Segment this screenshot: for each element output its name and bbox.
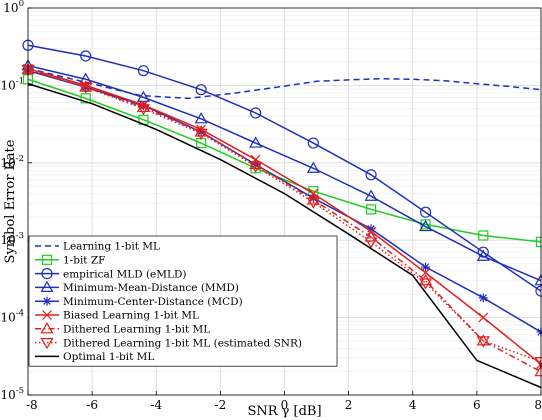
data-point [137,65,150,77]
legend-label: Learning 1-bit ML [63,241,160,253]
data-point [80,50,92,62]
data-point [421,262,431,272]
data-point [194,128,208,141]
data-point [366,224,376,234]
data-point [249,157,263,170]
data-point [419,206,432,218]
data-point [478,312,489,323]
data-point [364,230,378,242]
legend-entry: Dithered Learning 1-bit ML [35,322,210,336]
legend-box [28,235,338,367]
data-point [136,104,150,116]
series-line [27,68,542,373]
legend-entry: 1-bit ZF [35,255,105,267]
data-point [306,193,320,205]
data-point [249,161,263,174]
data-point [40,280,54,292]
series-line [27,69,542,333]
data-point [364,189,378,201]
data-point [307,137,319,149]
data-point [249,136,263,148]
data-point [42,310,52,320]
legend-label: empirical MLD (eMLD) [63,268,187,280]
series-layer [21,39,542,389]
legend-label: Dithered Learning 1-bit ML (estimated SN… [63,337,302,349]
legend-label: Optimal 1-bit ML [63,351,154,363]
data-point [79,82,93,94]
data-point [365,204,377,215]
x-tick-label: -8 [26,398,38,412]
data-point [478,293,488,303]
data-point [42,296,52,306]
x-tick-label: -2 [215,398,227,412]
series-line [27,64,542,282]
data-point [41,268,53,280]
x-tick-label: 2 [345,398,353,412]
series-line [27,67,542,100]
data-point [41,254,53,265]
data-point [476,249,490,261]
data-point [419,219,433,232]
series-line [27,44,542,292]
y-tick-label: 10-1 [0,76,24,92]
series-8 [27,83,542,389]
data-point [476,334,490,346]
data-point [40,322,54,334]
y-tick-label: 10-3 [0,231,24,247]
data-point [196,127,206,137]
y-tick-label: 100 [3,0,24,15]
x-tick-label: -4 [150,398,162,412]
data-point [419,273,433,286]
data-point [80,93,91,104]
x-tick-label: -6 [86,398,98,412]
legend-entry: Minimum-Center-Distance (MCD) [35,296,243,308]
legend-label: 1-bit ZF [63,255,105,267]
legend-label: Biased Learning 1-bit ML [63,310,199,322]
legend-label: Minimum-Center-Distance (MCD) [63,296,243,308]
data-point [40,338,54,350]
series-line [27,78,542,243]
legend-entry: Biased Learning 1-bit ML [35,310,199,322]
data-point [250,107,262,119]
legend-entry: empirical MLD (eMLD) [35,268,187,280]
data-point [306,197,320,209]
y-axis-title: Symbol Error Rate [3,139,18,263]
data-point [419,278,433,290]
legend-label: Minimum-Mean-Distance (MMD) [63,282,239,294]
legend-entry: Optimal 1-bit ML [35,351,154,363]
data-point [306,161,320,173]
legend-entry: Dithered Learning 1-bit ML (estimated SN… [35,337,302,349]
data-point [194,125,208,137]
data-point [477,246,489,258]
data-point [476,336,490,348]
data-point [195,84,207,96]
y-tick-label: 10-5 [0,386,24,402]
legend-entry: Minimum-Mean-Distance (MMD) [35,280,239,294]
data-point [364,237,378,249]
x-tick-label: 8 [534,398,542,412]
data-point [194,112,208,124]
x-axis-title: SNR γ [dB] [247,404,321,419]
x-tick-label: 6 [473,398,481,412]
series-line [27,67,542,365]
series-line [27,83,542,389]
data-point [136,100,150,112]
data-point [365,169,377,181]
series-0 [27,67,542,100]
y-tick-label: 10-4 [0,309,24,325]
legend-label: Dithered Learning 1-bit ML [63,324,210,336]
x-tick-label: 4 [409,398,417,412]
y-tick-label: 10-2 [0,154,24,170]
data-point [478,230,489,241]
data-point [420,267,431,278]
x-tick-label: 0 [281,398,289,412]
legend-entry: Learning 1-bit ML [35,241,160,253]
